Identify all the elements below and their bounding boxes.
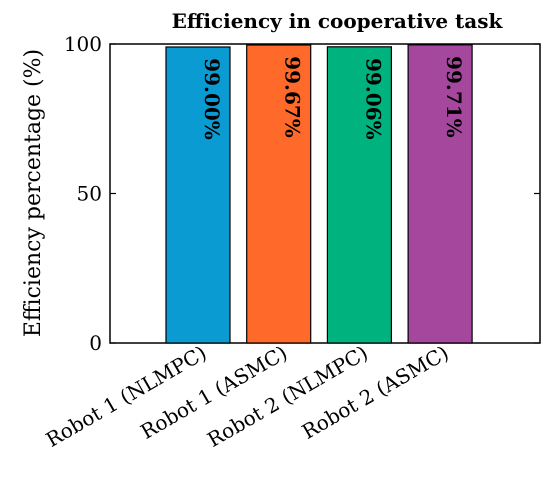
bar xyxy=(407,44,473,344)
y-axis-ticks: 0 50 100 xyxy=(64,32,540,355)
bar-value-label: 99.06% xyxy=(361,58,385,140)
y-tick-label: 100 xyxy=(64,32,102,56)
y-tick-label: 0 xyxy=(89,331,102,355)
bars: 99.00% 99.67% 99.06% 99.71% xyxy=(165,44,473,344)
bar xyxy=(246,44,312,344)
bar-value-label: 99.71% xyxy=(442,56,466,138)
bar-value-label: 99.67% xyxy=(281,56,305,138)
bar xyxy=(165,46,231,344)
y-tick-label: 50 xyxy=(77,182,102,206)
bar-value-label: 99.00% xyxy=(200,58,224,140)
bar xyxy=(326,46,392,344)
x-axis-categories: Robot 1 (NLMPC)Robot 1 (ASMC)Robot 2 (NL… xyxy=(42,341,453,452)
chart-title: Efficiency in cooperative task xyxy=(172,9,504,33)
y-axis-label: Efficiency percentage (%) xyxy=(21,49,46,337)
x-category-label: Robot 2 (ASMC) xyxy=(298,341,453,444)
